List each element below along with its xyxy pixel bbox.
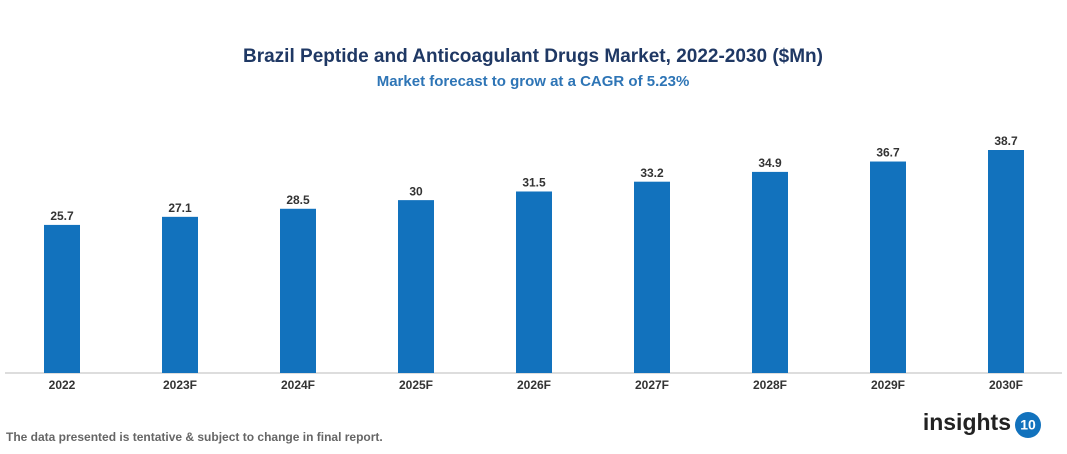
logo-text: insights [923, 409, 1011, 435]
bar [870, 161, 906, 373]
bar [516, 191, 552, 373]
data-label: 31.5 [522, 176, 546, 190]
data-label: 25.7 [50, 209, 74, 223]
data-label: 33.2 [640, 166, 664, 180]
bar [752, 171, 788, 373]
bar [634, 181, 670, 373]
x-tick-label: 2024F [281, 378, 315, 392]
bar [162, 216, 198, 373]
logo-badge [1015, 412, 1041, 438]
bar [398, 200, 434, 373]
bar [44, 224, 80, 373]
chart-subtitle: Market forecast to grow at a CAGR of 5.2… [377, 73, 690, 90]
footer-note: The data presented is tentative & subjec… [6, 430, 383, 444]
data-label: 36.7 [876, 146, 900, 160]
x-tick-label: 2025F [399, 378, 433, 392]
x-tick-label: 2023F [163, 378, 197, 392]
data-label: 28.5 [286, 193, 310, 207]
data-label: 38.7 [994, 134, 1018, 148]
data-label: 34.9 [758, 156, 782, 170]
logo-badge-text: 10 [1020, 417, 1036, 433]
x-tick-label: 2022 [49, 378, 76, 392]
data-label: 30 [409, 184, 423, 198]
chart-title: Brazil Peptide and Anticoagulant Drugs M… [243, 46, 823, 67]
x-tick-label: 2026F [517, 378, 551, 392]
x-tick-label: 2029F [871, 378, 905, 392]
bar [280, 208, 316, 373]
x-tick-label: 2027F [635, 378, 669, 392]
data-label: 27.1 [168, 201, 192, 215]
x-tick-label: 2030F [989, 378, 1023, 392]
bar [988, 150, 1024, 373]
x-tick-label: 2028F [753, 378, 787, 392]
